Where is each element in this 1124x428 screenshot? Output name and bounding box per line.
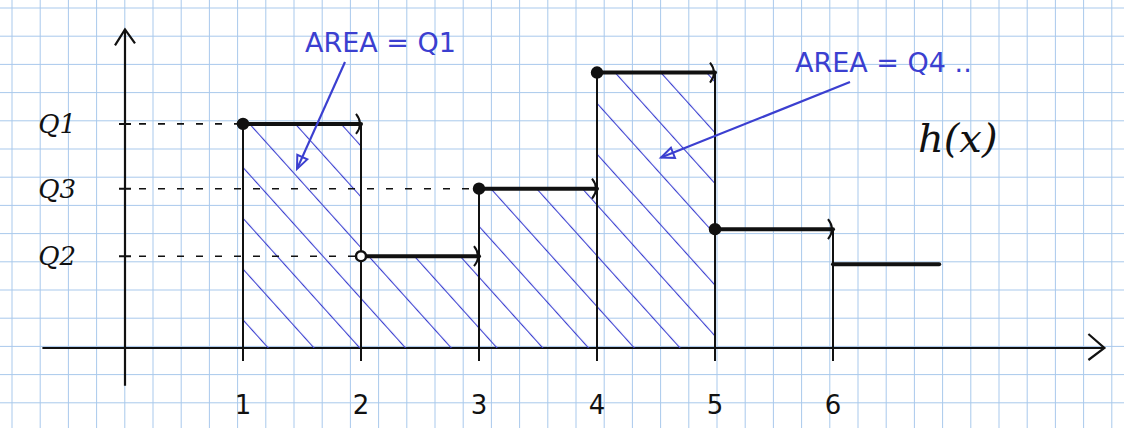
shaded-area (243, 73, 715, 348)
x-tick (478, 339, 480, 361)
step-edge (832, 229, 834, 348)
open-end (710, 63, 714, 83)
paper-grid (0, 0, 1124, 428)
y-tick (119, 188, 131, 190)
closed-end (474, 184, 484, 194)
x-tick-label: 5 (707, 390, 724, 420)
closed-end (592, 68, 602, 78)
x-tick-label: 2 (353, 390, 370, 420)
step-segment (715, 227, 833, 231)
open-end (356, 114, 360, 134)
y-axis (124, 29, 126, 385)
step-edge (478, 189, 480, 348)
closed-end (710, 224, 720, 234)
y-axis-arrow (115, 29, 135, 45)
y-guide (139, 123, 243, 125)
x-tick-label: 3 (471, 390, 488, 420)
step-edge (360, 124, 362, 348)
grid-line (0, 177, 1124, 178)
x-tick (832, 339, 834, 361)
annotation: AREA = Q4 .. (795, 47, 972, 78)
x-tick-label: 4 (589, 390, 606, 420)
y-tick (119, 255, 131, 257)
plot-area (119, 63, 939, 348)
step-segment (833, 262, 939, 266)
x-tick (360, 339, 362, 361)
chart: Q1 Q3 Q2 1 2 3 4 5 6 AREA = Q1 AREA = Q4 .. h(x) (0, 0, 1124, 428)
y-tick-label: Q1 (38, 109, 76, 139)
annotation-arrow (661, 82, 850, 158)
grid-line (0, 402, 1124, 403)
x-tick-label: 1 (235, 390, 252, 420)
closed-end (356, 251, 366, 261)
step-edge (242, 124, 244, 348)
grid-line (0, 36, 1124, 37)
step-segment (597, 71, 715, 75)
x-tick (714, 339, 716, 361)
step-segment (243, 122, 361, 126)
step-edge (714, 73, 716, 348)
closed-end (238, 119, 248, 129)
y-guide (139, 255, 361, 257)
y-guide (139, 188, 479, 190)
step-edge (596, 73, 598, 348)
y-tick-label: Q3 (38, 174, 76, 204)
open-end (474, 246, 478, 266)
x-tick-label: 6 (825, 390, 842, 420)
step-segment (361, 254, 479, 258)
grid-line (0, 92, 1124, 93)
x-tick (242, 339, 244, 361)
annotation-arrow-head (661, 148, 675, 158)
open-end (828, 219, 832, 239)
x-tick (596, 339, 598, 361)
grid-line (0, 8, 1124, 9)
y-tick-label: Q2 (38, 241, 76, 271)
annotation-arrow (297, 62, 345, 169)
function-label: h(x) (918, 115, 998, 161)
grid-line (124, 0, 125, 428)
grid-line (0, 374, 1124, 375)
x-axis-arrow (1088, 334, 1104, 360)
annotation-arrow-head (297, 155, 307, 169)
step-segment (479, 187, 597, 191)
open-end (592, 179, 596, 199)
y-tick (119, 123, 131, 125)
annotation: AREA = Q1 (305, 27, 456, 58)
